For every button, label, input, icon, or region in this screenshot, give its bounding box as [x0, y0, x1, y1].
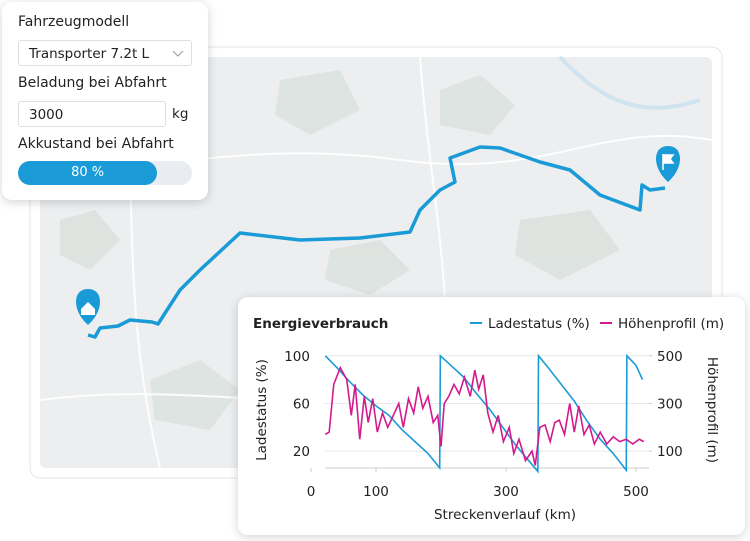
y-tick-label: 60: [293, 396, 310, 412]
chart: Energieverbrauch Streckenverlauf (km) La…: [253, 316, 724, 523]
load-input[interactable]: 3000: [18, 101, 166, 127]
select-arrow: [172, 50, 184, 57]
settings-panel: Fahrzeugmodell Transporter 7.2t L Beladu…: [2, 2, 208, 200]
y2-tick-label: 300: [657, 396, 683, 412]
chart-card: Energieverbrauch Streckenverlauf (km) La…: [238, 297, 745, 535]
legend-label: Ladestatus (%): [488, 316, 590, 332]
y2-tick-label: 500: [657, 349, 683, 365]
x-tick-label: 0: [307, 484, 316, 500]
battery-label: Akkustand bei Abfahrt: [18, 136, 174, 152]
battery-value: 80 %: [71, 165, 105, 180]
chart-title: Energieverbrauch: [253, 316, 388, 332]
load-unit: kg: [172, 106, 189, 122]
y-tick-label: 20: [293, 444, 310, 460]
series-line: [324, 353, 644, 474]
y-axis-label: Ladestatus (%): [254, 359, 270, 461]
y2-axis-label: Höhenprofil (m): [704, 357, 720, 463]
y2-tick-label: 100: [657, 444, 683, 460]
load-label: Beladung bei Abfahrt: [18, 75, 167, 91]
x-tick-label: 500: [623, 484, 649, 500]
x-axis-label: Streckenverlauf (km): [434, 507, 576, 523]
legend-label: Höhenprofil (m): [618, 316, 724, 332]
battery-slider[interactable]: 80 %: [18, 161, 192, 185]
series-line: [324, 365, 645, 466]
vehicle-select[interactable]: Transporter 7.2t L: [18, 40, 192, 66]
x-tick-label: 100: [363, 484, 389, 500]
x-tick-label: 300: [493, 484, 519, 500]
battery-fill: [18, 161, 158, 185]
y-tick-label: 100: [284, 349, 310, 365]
vehicle-label: Fahrzeugmodell: [18, 14, 130, 30]
